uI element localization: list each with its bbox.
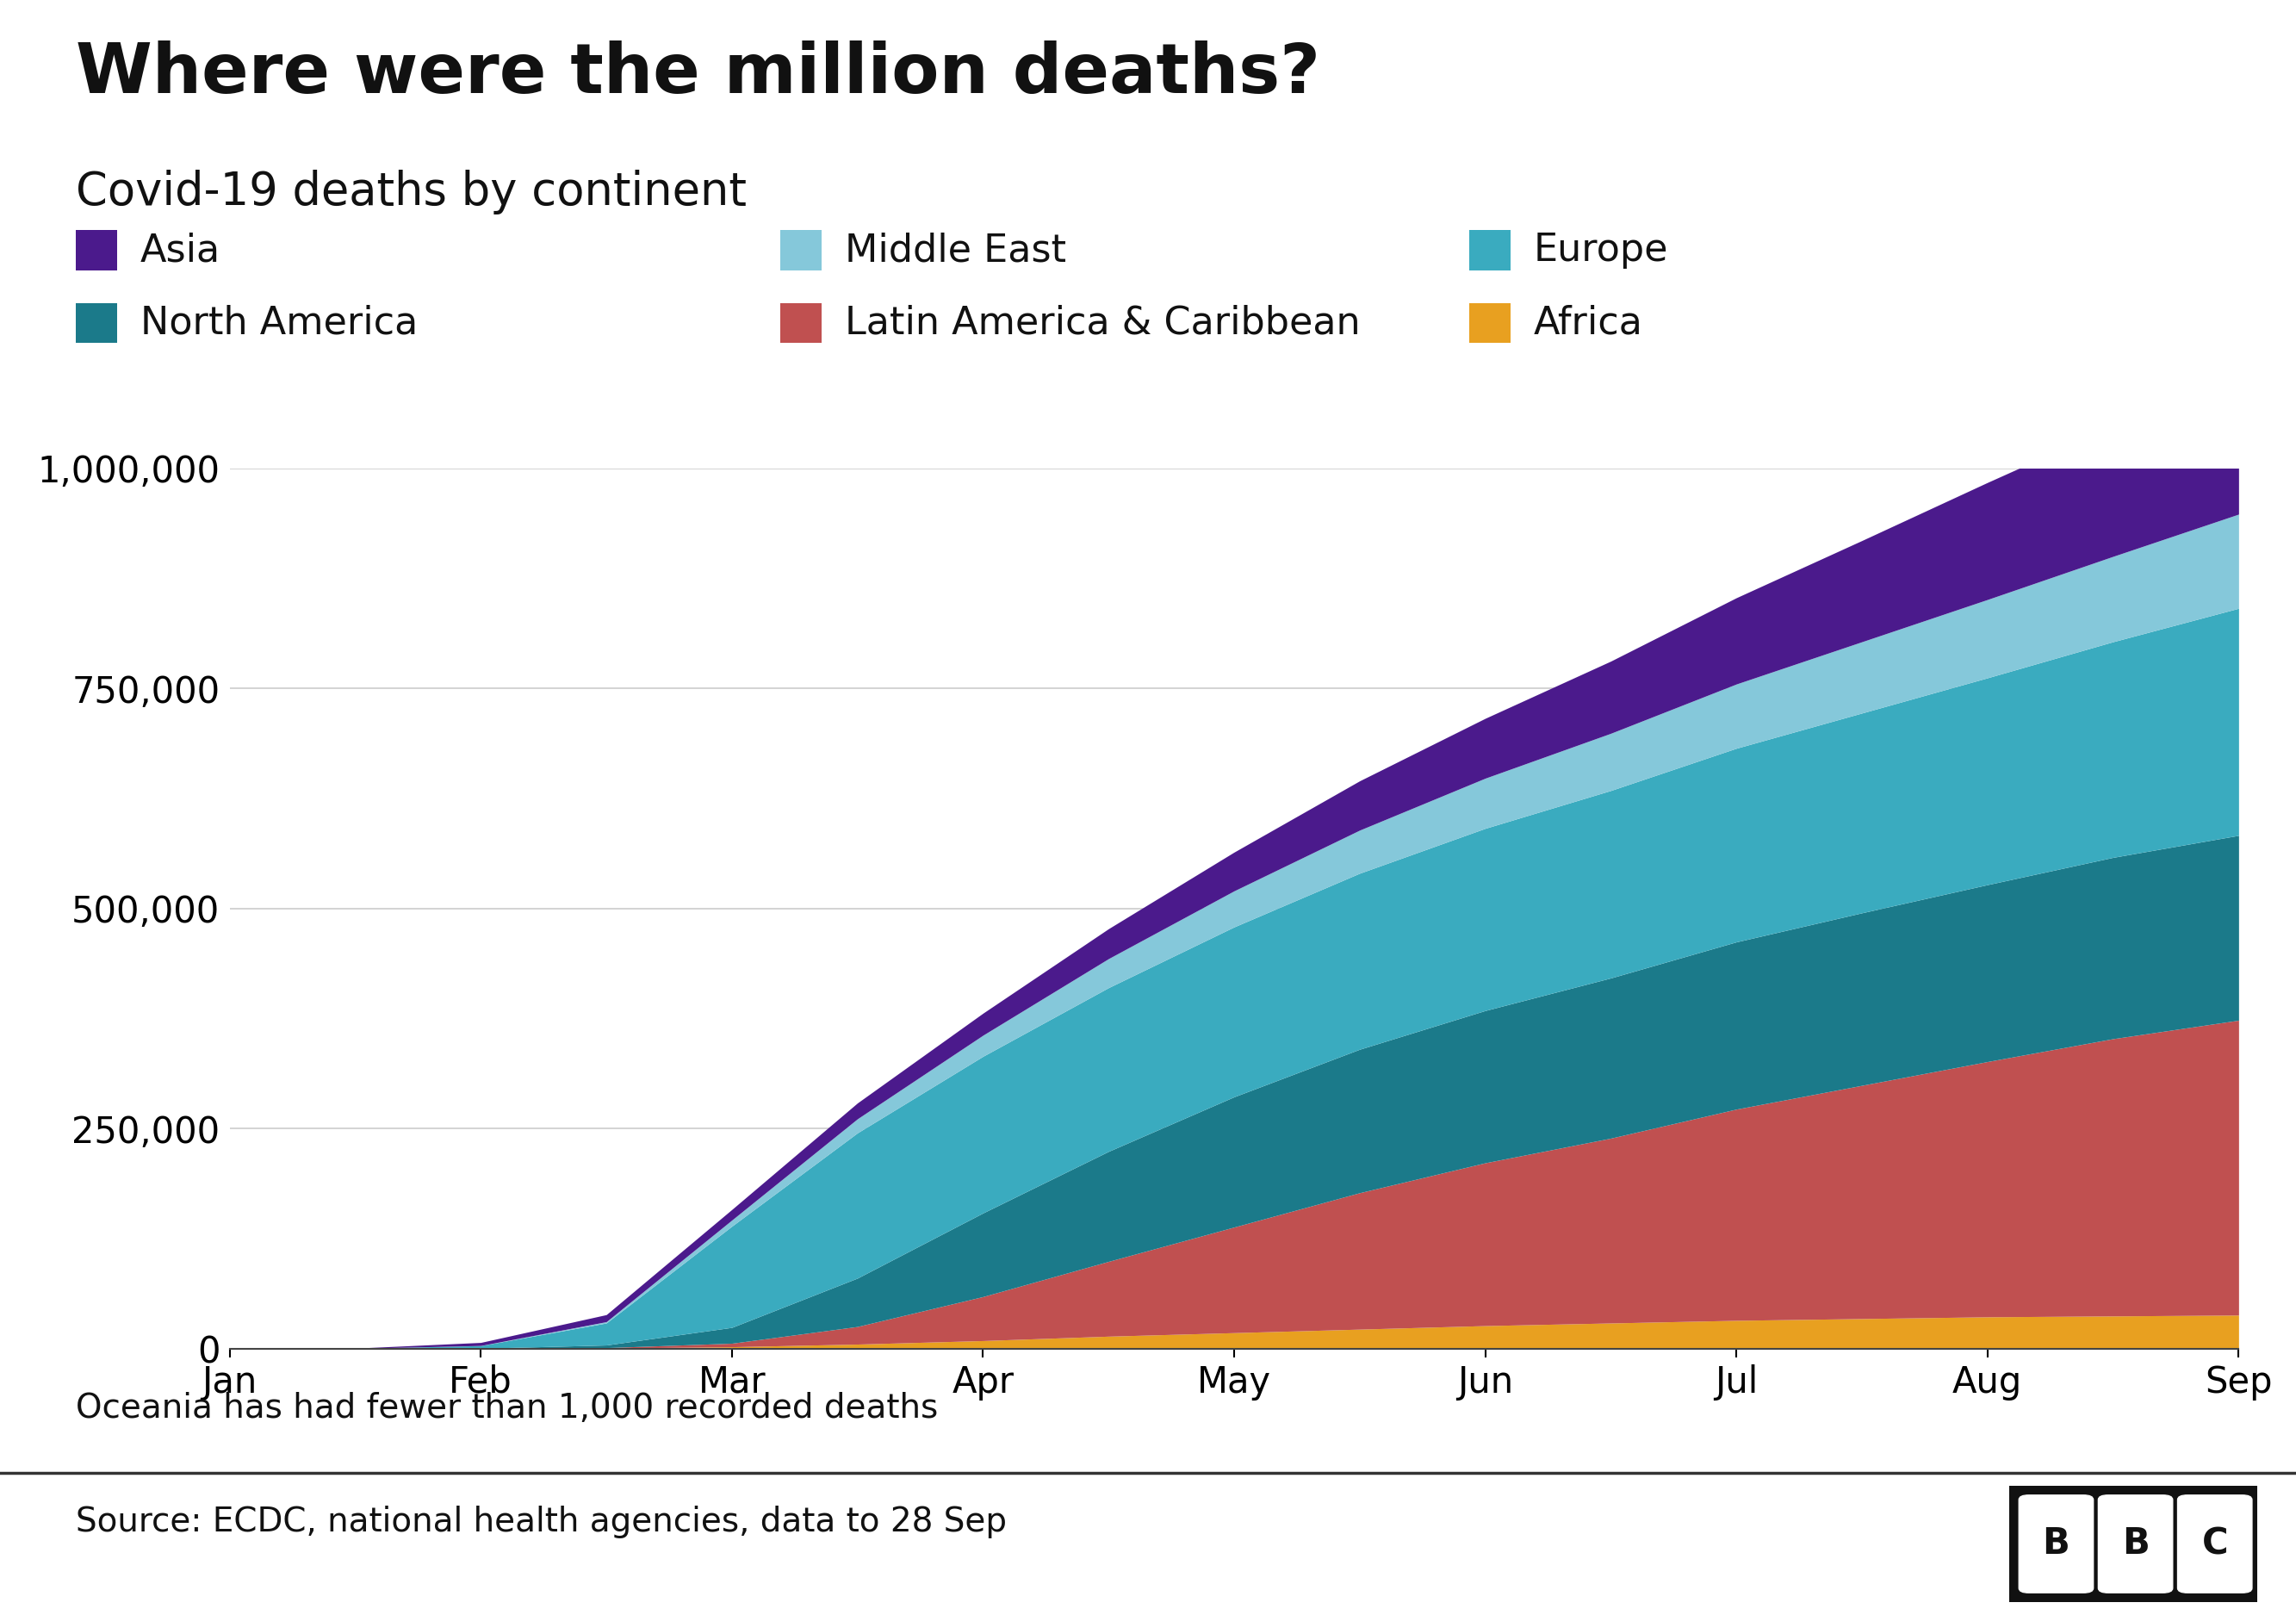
Text: Europe: Europe [1534,233,1669,268]
FancyBboxPatch shape [2018,1495,2094,1592]
Text: B: B [2122,1526,2149,1562]
Text: Middle East: Middle East [845,233,1065,268]
Text: Latin America & Caribbean: Latin America & Caribbean [845,305,1362,341]
Text: C: C [2202,1526,2227,1562]
Text: Covid-19 deaths by continent: Covid-19 deaths by continent [76,170,746,215]
Text: Where were the million deaths?: Where were the million deaths? [76,40,1320,108]
FancyBboxPatch shape [2099,1495,2172,1592]
Text: Oceania has had fewer than 1,000 recorded deaths: Oceania has had fewer than 1,000 recorde… [76,1392,939,1424]
Text: Source: ECDC, national health agencies, data to 28 Sep: Source: ECDC, national health agencies, … [76,1505,1006,1537]
Text: B: B [2043,1526,2069,1562]
FancyBboxPatch shape [2177,1495,2252,1592]
Text: Africa: Africa [1534,305,1644,341]
Text: North America: North America [140,305,418,341]
Text: Asia: Asia [140,233,220,268]
